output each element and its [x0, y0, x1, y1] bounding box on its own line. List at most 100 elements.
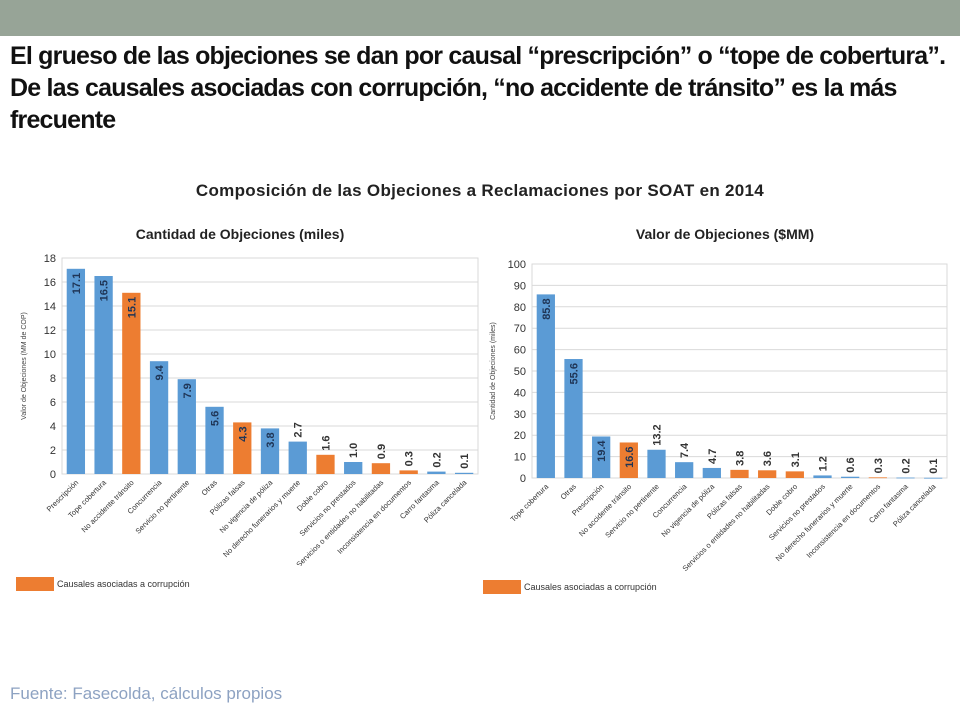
bar-value-label: 17.1 [71, 273, 83, 294]
bar-value-label: 1.2 [818, 456, 830, 471]
y-tick-label: 14 [44, 301, 56, 313]
bar [896, 477, 915, 479]
bar [702, 467, 721, 478]
left-bar-chart: 0 2 4 6 8 10 12 14 16 18 Valor de Objeciones (MM d… [15, 246, 480, 566]
bar [66, 268, 86, 474]
y-axis-label: Cantidad de Objeciones (miles) [490, 322, 497, 420]
bar [924, 477, 943, 479]
bar-value-label: 15.1 [126, 297, 138, 318]
y-tick-label: 10 [44, 349, 56, 361]
legend-label: Causales asociadas a corrupción [57, 579, 190, 589]
y-tick-label: 0 [50, 469, 56, 481]
bar [233, 422, 252, 474]
bar [177, 379, 196, 474]
category-label: No accidente tránsito [80, 478, 136, 534]
left-chart-title: Cantidad de Objeciones (miles) [135, 226, 345, 242]
right-bar-chart: 0 10 20 30 40 50 60 70 80 90 100 Cantidad de Objeci… [484, 251, 950, 578]
bar [427, 471, 446, 474]
bar-value-label: 3.6 [762, 451, 774, 466]
legend-label: Causales asociadas a corrupción [524, 582, 657, 592]
top-banner [0, 0, 960, 36]
bar [730, 469, 749, 478]
y-tick-label: 6 [50, 397, 56, 409]
main-chart-title: Composición de las Objeciones a Reclamac… [195, 181, 765, 200]
y-tick-label: 8 [50, 373, 56, 385]
category-label: Tope cobertura [508, 481, 550, 523]
bar [371, 463, 391, 474]
y-tick-label: 80 [514, 302, 526, 314]
legend-swatch-corruption [483, 580, 521, 594]
y-tick-label: 60 [514, 345, 526, 357]
bar-value-label: 5.6 [210, 411, 222, 426]
bar [564, 359, 583, 478]
bar [868, 477, 887, 479]
bar-value-label: 3.8 [735, 451, 747, 466]
bar-value-label: 13.2 [652, 424, 664, 445]
y-tick-label: 18 [44, 253, 56, 265]
bar-value-label: 9.4 [154, 364, 166, 380]
y-tick-label: 100 [508, 259, 526, 271]
bar-value-label: 0.1 [459, 454, 471, 469]
bar [536, 294, 555, 478]
right-legend: Causales asociadas a corrupción [483, 580, 657, 594]
bar-value-label: 0.3 [404, 451, 416, 466]
bar [454, 472, 474, 474]
bar-value-label: 4.7 [707, 449, 719, 464]
bar-value-label: 3.8 [265, 432, 277, 447]
y-tick-label: 50 [514, 366, 526, 378]
chart-svg: 0 10 20 30 40 50 60 70 80 90 100 Cantidad de Objeci… [490, 259, 948, 573]
bar-value-label: 0.2 [901, 458, 913, 473]
left-legend: Causales asociadas a corrupción [16, 577, 190, 591]
y-tick-label: 20 [514, 430, 526, 442]
source-note: Fuente: Fasecolda, cálculos propios [10, 684, 283, 703]
bar [149, 361, 169, 474]
bar [399, 470, 418, 474]
bar [675, 462, 694, 478]
slide-headline: El grueso de las objeciones se dan por c… [10, 42, 946, 134]
bar [647, 449, 666, 478]
bar-value-label: 4.3 [237, 426, 249, 441]
bar-value-label: 7.4 [679, 442, 691, 458]
y-tick-label: 12 [44, 325, 56, 337]
bar [288, 441, 307, 474]
bar-value-label: 0.2 [431, 452, 443, 467]
category-label: Otras [200, 478, 220, 498]
bar [813, 475, 832, 478]
bar [94, 276, 113, 474]
bar [758, 470, 777, 478]
bar [841, 476, 860, 478]
bar-value-label: 0.6 [845, 457, 857, 472]
y-tick-label: 4 [50, 421, 56, 433]
bar [205, 406, 224, 474]
bar [619, 442, 638, 478]
bar-value-label: 2.7 [293, 422, 305, 437]
bar [316, 454, 335, 474]
bar-value-label: 16.5 [99, 280, 111, 301]
bar [122, 292, 141, 474]
bar-value-label: 0.1 [928, 458, 940, 473]
bar [344, 462, 363, 474]
category-label: No accidente tránsito [577, 482, 633, 538]
bar [592, 436, 611, 478]
legend-swatch-corruption [16, 577, 54, 591]
category-label: Servicio no pertinente [134, 478, 192, 536]
y-tick-label: 40 [514, 387, 526, 399]
bar-value-label: 16.6 [624, 446, 636, 467]
chart-svg: 0 2 4 6 8 10 12 14 16 18 Valor de Objeciones (MM d… [21, 253, 479, 566]
y-tick-label: 0 [520, 473, 526, 485]
y-tick-label: 30 [514, 409, 526, 421]
bar-value-label: 7.9 [182, 383, 194, 398]
bar-value-label: 55.6 [569, 363, 581, 384]
y-tick-label: 90 [514, 280, 526, 292]
bar-value-label: 1.0 [348, 443, 360, 458]
bar-value-label: 0.9 [376, 444, 388, 459]
y-tick-label: 10 [514, 452, 526, 464]
bar-value-label: 19.4 [596, 440, 608, 462]
bar [785, 471, 804, 478]
bar-value-label: 3.1 [790, 452, 802, 467]
y-axis-label: Valor de Objeciones (MM de COP) [21, 312, 28, 420]
bar-value-label: 0.3 [873, 458, 885, 473]
bar-value-label: 1.6 [320, 436, 332, 451]
y-tick-label: 70 [514, 323, 526, 335]
right-chart-title: Valor de Objeciones ($MM) [635, 226, 815, 242]
